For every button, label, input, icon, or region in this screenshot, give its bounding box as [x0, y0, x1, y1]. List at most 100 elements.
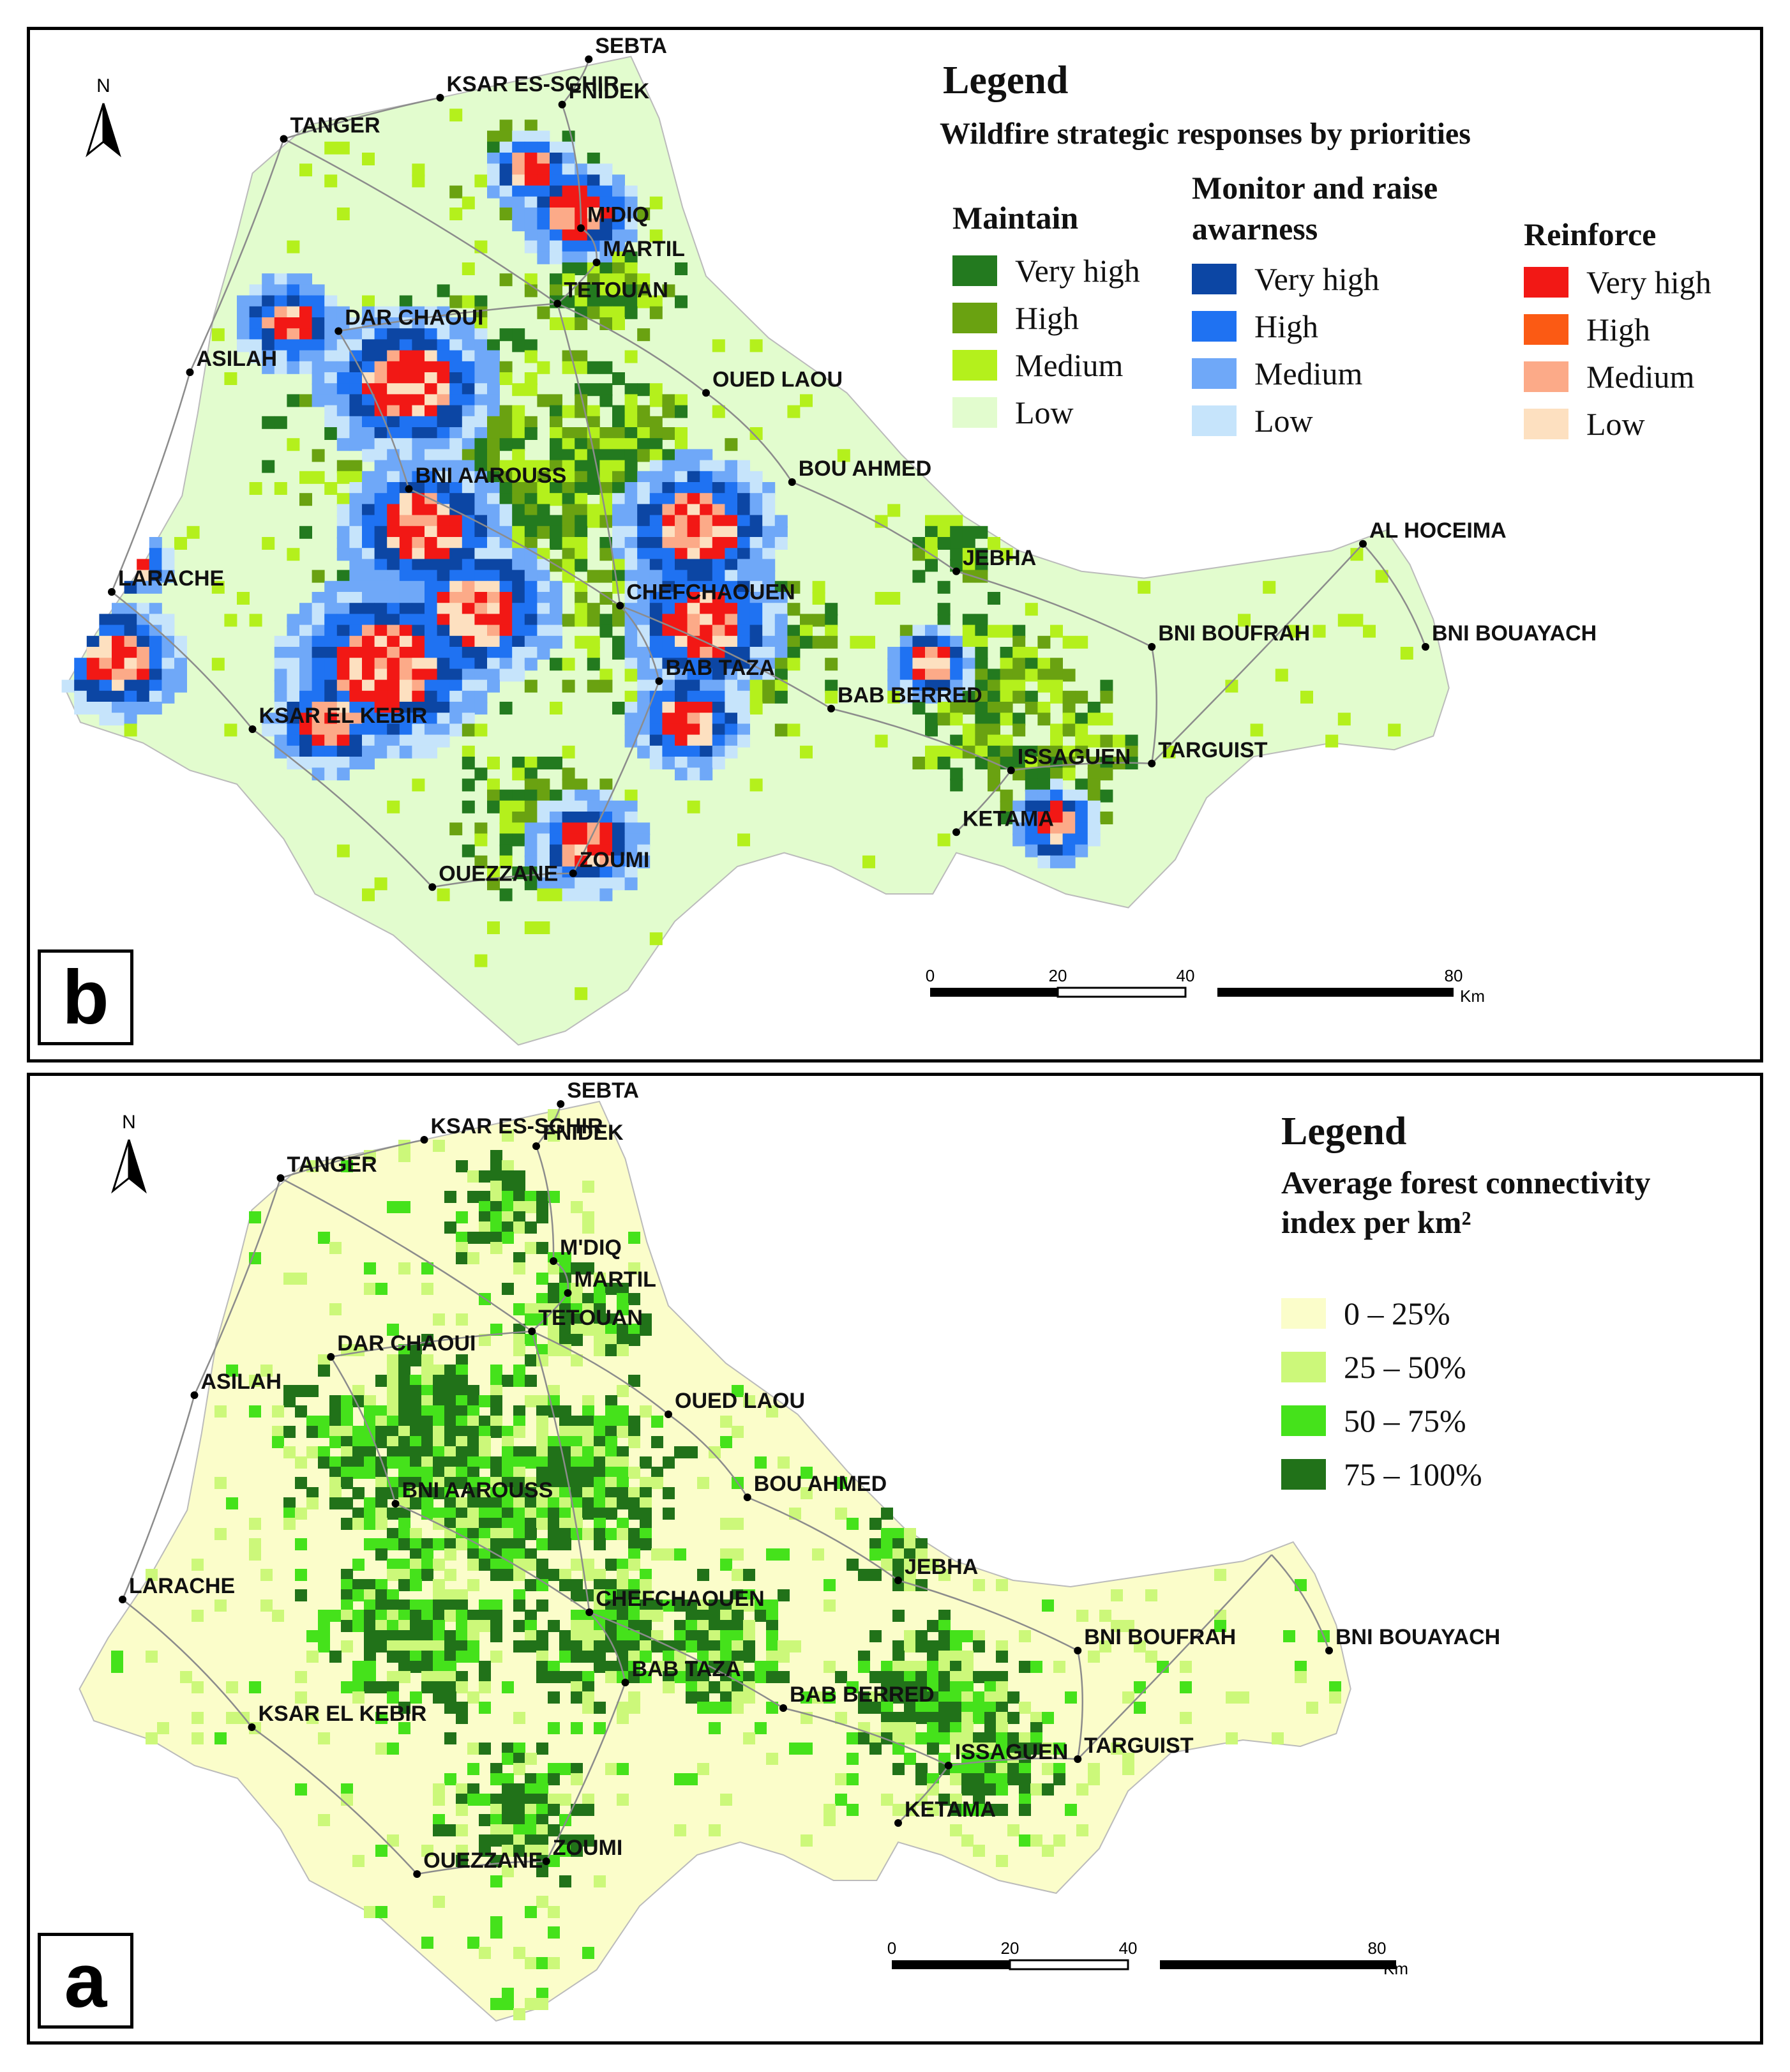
panel-letter-b: b — [38, 949, 133, 1045]
legend-item-label: Low — [1015, 395, 1074, 430]
city-label: FNIDEK — [569, 79, 650, 103]
legend-item-label: 50 – 75% — [1344, 1403, 1466, 1439]
legend-swatch — [952, 397, 997, 428]
legend-title: Legend — [1281, 1110, 1407, 1153]
legend-swatch — [952, 303, 997, 333]
legend-item-label: High — [1254, 308, 1318, 344]
legend-item: 50 – 75% — [1281, 1394, 1482, 1448]
scale-bar: 0 20 40 — [873, 1935, 1179, 1989]
map-panel-b: SEBTA KSAR ES-SGHIR FNIDEK TANGER M'DIQ MARTI… — [27, 27, 1763, 1062]
city-dot — [655, 677, 663, 685]
city-label: BNI BOUAYACH — [1432, 621, 1597, 646]
city-dot — [569, 869, 577, 877]
city-label: MARTIL — [603, 237, 685, 261]
city-dot — [621, 1679, 629, 1686]
city-dot — [702, 389, 710, 397]
city-dot — [1074, 1647, 1082, 1654]
legend-item-label: 75 – 100% — [1344, 1456, 1482, 1492]
city-label: BNI AAROUSS — [416, 464, 567, 488]
legend-swatch — [1281, 1459, 1326, 1490]
city-dot — [190, 1391, 199, 1399]
legend-item: Very high — [1524, 259, 1711, 306]
city-label: BAB BERRED — [838, 683, 982, 707]
legend-group-maintain: Maintain Very high High Medium Low — [952, 197, 1140, 436]
city-dot — [564, 1289, 572, 1297]
map-panel-a: SEBTA KSAR ES-SGHIR FNIDEK TANGER M'DIQ MARTI… — [27, 1073, 1763, 2045]
city-dot — [335, 327, 343, 335]
city-label: OUED LAOU — [675, 1389, 805, 1413]
legend-subtitle-line: index per km² — [1281, 1204, 1471, 1240]
legend-item: Low — [952, 389, 1140, 436]
legend-item: High — [952, 294, 1140, 342]
scale-tick: 0 — [926, 966, 935, 985]
city-dot — [944, 1762, 952, 1769]
city-label: ISSAGUEN — [1018, 745, 1131, 769]
city-label: BOU AHMED — [754, 1472, 887, 1496]
legend-swatch — [1524, 409, 1568, 439]
legend-swatch — [1281, 1352, 1326, 1382]
scale-unit: Km — [1460, 987, 1485, 1006]
legend-item-label: Medium — [1015, 347, 1124, 383]
scale-tick: 80 — [1445, 966, 1463, 985]
city-dot — [1148, 759, 1156, 768]
city-dot — [428, 883, 437, 891]
city-dot — [436, 94, 444, 102]
city-dot — [108, 588, 116, 596]
city-label: OUED LAOU — [712, 367, 843, 391]
city-dot — [1325, 1647, 1333, 1654]
north-label: N — [96, 75, 110, 96]
city-label: TARGUIST — [1084, 1734, 1193, 1758]
city-label: CHEFCHAOUEN — [596, 1587, 764, 1611]
panel-letter-a: a — [38, 1933, 133, 2029]
city-label: JEBHA — [905, 1555, 978, 1579]
scale-bar: 0 20 40 — [911, 962, 1217, 1017]
city-dot — [276, 1174, 285, 1182]
city-dot — [1359, 540, 1367, 548]
city-label: TANGER — [290, 114, 380, 138]
city-label: M'DIQ — [587, 202, 649, 227]
city-dot — [577, 224, 585, 232]
legend-swatch — [1192, 311, 1237, 342]
legend-item: 0 – 25% — [1281, 1287, 1482, 1340]
legend-item: Low — [1524, 400, 1711, 448]
legend-items: 0 – 25% 25 – 50% 50 – 75% 75 – 100% — [1281, 1287, 1482, 1501]
legend-subtitle-line: Average forest connectivity — [1281, 1165, 1651, 1200]
city-dot — [1074, 1755, 1082, 1763]
scale-tick: 20 — [1049, 966, 1067, 985]
legend-item-label: Very high — [1254, 261, 1380, 297]
city-dot — [616, 601, 624, 610]
region-base — [79, 1100, 1351, 2022]
city-dot — [186, 368, 194, 376]
legend-item: 25 – 50% — [1281, 1340, 1482, 1394]
city-dot — [391, 1500, 400, 1508]
city-dot — [248, 725, 257, 733]
city-dot — [327, 1353, 335, 1361]
map-cells — [111, 1109, 1341, 2020]
legend-item-label: High — [1586, 312, 1650, 347]
city-label: KETAMA — [963, 806, 1054, 831]
city-dot — [550, 1257, 557, 1265]
city-label: SEBTA — [595, 34, 667, 58]
scale-bar-end: 80 Km — [1128, 1935, 1428, 1989]
legend-group-title: Monitor and raise awarness — [1192, 170, 1438, 246]
scale-tick: 0 — [887, 1939, 896, 1958]
scale-tick: 20 — [1001, 1939, 1019, 1958]
city-label: BOU AHMED — [799, 457, 931, 481]
legend-swatch — [952, 255, 997, 286]
legend-item-label: 25 – 50% — [1344, 1349, 1466, 1385]
city-label: OUEZZANE — [423, 1849, 543, 1873]
city-dot — [405, 485, 413, 493]
city-label: LARACHE — [118, 566, 224, 591]
legend-item-label: Very high — [1015, 253, 1140, 289]
legend-item: Very high — [1192, 255, 1473, 303]
legend-swatch — [1281, 1298, 1326, 1329]
road-network — [110, 59, 1427, 888]
city-dot — [528, 1327, 536, 1335]
legend-swatch — [1192, 264, 1237, 294]
legend-swatch — [1524, 267, 1568, 298]
city-label: FNIDEK — [543, 1121, 624, 1145]
scale-bar-end: 80 Km — [1185, 962, 1485, 1017]
